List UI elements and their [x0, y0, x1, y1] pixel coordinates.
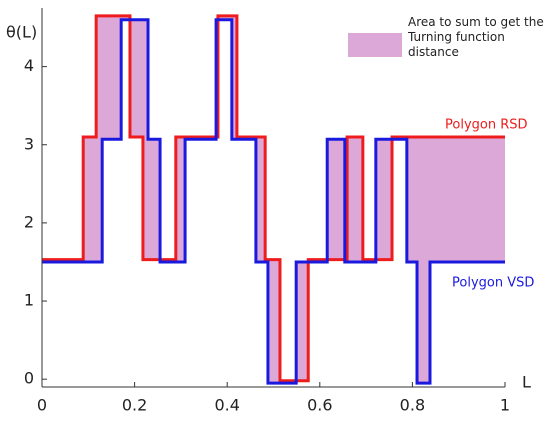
y-tick-label: 1 — [24, 291, 34, 310]
y-tick-label: 2 — [24, 212, 34, 231]
y-tick-label: 4 — [24, 56, 34, 75]
x-tick-label: 0 — [37, 396, 47, 415]
area-fill — [42, 15, 505, 384]
x-tick-label: 1 — [500, 396, 510, 415]
legend-text-box: Area to sum to get the Turning function … — [408, 15, 544, 59]
step-line — [42, 18, 505, 385]
y-tick-label: 3 — [24, 134, 34, 153]
x-axis-label: L — [522, 373, 531, 392]
legend-label: Area to sum to get the Turning function … — [408, 15, 544, 59]
series-label: Polygon VSD — [452, 276, 534, 291]
legend-swatch — [348, 33, 402, 57]
y-tick-label: 0 — [24, 369, 34, 388]
series-label: Polygon RSD — [445, 118, 528, 133]
x-tick-label: 0.6 — [307, 396, 332, 415]
x-tick-label: 0.4 — [214, 396, 239, 415]
x-tick-label: 0.2 — [122, 396, 147, 415]
x-tick-label: 0.8 — [400, 396, 425, 415]
y-axis-label: θ(L) — [6, 23, 37, 42]
step-line — [42, 14, 505, 383]
